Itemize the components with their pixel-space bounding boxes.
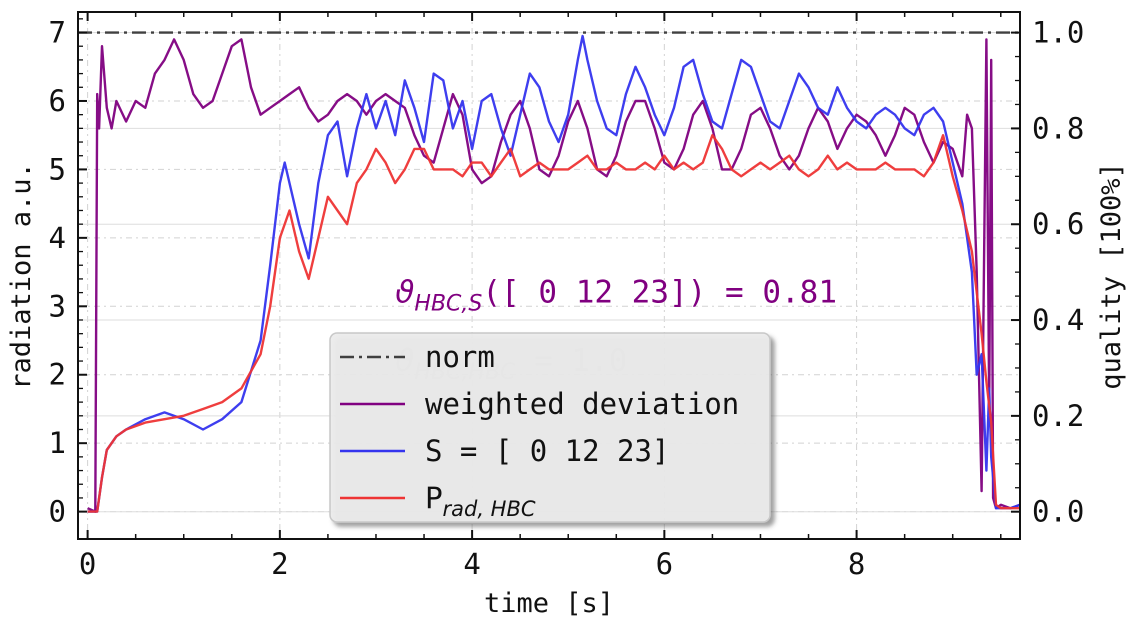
y-tick-label-0: 0 (49, 495, 66, 529)
y2-axis-label: quality [100%] (1096, 162, 1127, 390)
legend: norm weighted deviation S = [ 0 12 23] Prad… (329, 332, 771, 523)
series-group (78, 31, 1020, 513)
x-tick-label-0: 0 (79, 547, 96, 581)
y2-tick-label-2: 0.4 (1032, 303, 1084, 337)
x-tick-label-3: 6 (656, 547, 673, 581)
y-tick-label-5: 5 (49, 152, 66, 186)
legend-label-3: Prad, HBC (425, 481, 536, 521)
x-tick-label-1: 2 (271, 547, 288, 581)
series-line-3 (87, 134, 1020, 513)
legend-label-2: S = [ 0 12 23] (425, 434, 669, 468)
legend-box (329, 332, 771, 523)
series-line-2 (87, 34, 1020, 513)
plot-frame (77, 11, 1021, 540)
y-tick-label-6: 6 (49, 84, 66, 118)
ticks: 0 2 4 6 8 0 1 2 3 4 5 6 7 0.0 0.2 0.4 0.6 0.8 1.0 (49, 12, 1084, 581)
x-axis-label: time [s] (484, 588, 614, 619)
y-tick-label-2: 2 (49, 358, 66, 392)
y-tick-label-7: 7 (49, 16, 66, 50)
x-tick-label-4: 8 (848, 547, 865, 581)
y-tick-label-3: 3 (49, 289, 66, 323)
legend-label-1: weighted deviation (425, 387, 739, 421)
y2-tick-label-5: 1.0 (1032, 16, 1084, 50)
y-axis-label: radiation a.u. (6, 162, 37, 390)
y-tick-label-4: 4 (49, 221, 66, 255)
series-line-1 (87, 38, 1020, 513)
y-tick-label-1: 1 (49, 426, 66, 460)
annotation-0: ϑHBC,S([ 0 12 23]) = 0.81 (395, 275, 837, 317)
y2-tick-label-1: 0.2 (1032, 399, 1084, 433)
y2-tick-label-0: 0.0 (1032, 495, 1084, 529)
legend-label-0: norm (425, 340, 495, 374)
y2-tick-label-4: 0.8 (1032, 111, 1084, 145)
x-tick-label-2: 4 (463, 547, 480, 581)
y2-tick-label-3: 0.6 (1032, 207, 1084, 241)
